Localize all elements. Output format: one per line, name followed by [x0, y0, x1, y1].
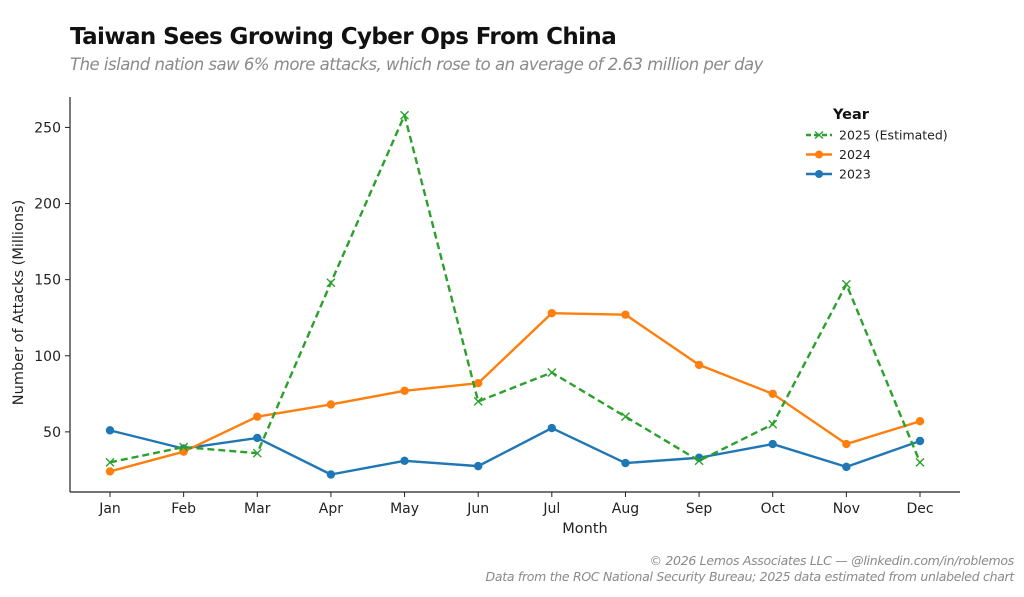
series-line [109, 114, 922, 464]
x-tick-label: Aug [612, 501, 639, 517]
data-point [547, 423, 557, 433]
legend-label: 2025 (Estimated) [839, 128, 948, 143]
legend: Year 2025 (Estimated) 2024 2023 [806, 107, 948, 182]
data-point [179, 442, 189, 452]
chart-title: Taiwan Sees Growing Cyber Ops From China [70, 24, 617, 50]
y-tick-label: 150 [34, 273, 61, 289]
data-point [400, 456, 409, 465]
chart-subtitle: The island nation saw 6% more attacks, w… [70, 55, 763, 74]
data-point [105, 467, 115, 476]
y-tick-label: 100 [34, 349, 61, 365]
series-line [109, 426, 921, 476]
data-point [694, 360, 704, 370]
series-2024 [105, 308, 925, 476]
data-point [915, 417, 925, 426]
legend-title: Year [832, 107, 870, 123]
data-point [252, 448, 262, 458]
x-tick-label: Oct [761, 501, 786, 517]
data-point [915, 457, 925, 467]
axes: 50 100 150 200 250 Jan Feb Mar Apr May Jun Jul Aug Se… [11, 97, 960, 537]
series-layer [105, 110, 925, 479]
legend-item: 2025 (Estimated) [806, 128, 948, 143]
y-tick-label: 200 [34, 197, 61, 213]
x-tick-label: Jan [98, 501, 121, 517]
data-point [841, 279, 851, 289]
series-2023 [105, 423, 925, 479]
series-2025-estimated- [105, 110, 925, 467]
data-point [621, 458, 630, 468]
x-tick-label: May [390, 501, 419, 517]
data-point [326, 470, 336, 479]
data-point [400, 110, 410, 120]
data-point [842, 439, 851, 449]
data-point [768, 419, 778, 429]
data-point [768, 439, 777, 449]
data-point [842, 462, 851, 472]
y-axis-title: Number of Attacks (Millions) [11, 200, 27, 405]
data-point [768, 389, 777, 399]
x-tick-label: Apr [319, 501, 343, 517]
x-tick-label: Jun [466, 501, 489, 517]
legend-x-marker-icon [814, 130, 824, 140]
x-tick-label: Jul [542, 501, 560, 517]
data-point [620, 412, 630, 422]
legend-label: 2023 [839, 167, 871, 182]
x-axis-title: Month [562, 521, 607, 537]
y-tick-label: 50 [43, 425, 61, 441]
legend-circle-marker-icon [815, 170, 823, 178]
x-tick-label: Dec [906, 501, 933, 517]
x-tick-label: Nov [833, 501, 860, 517]
data-source-note: Data from the ROC National Security Bure… [485, 569, 1015, 584]
data-point [473, 378, 483, 388]
data-point [547, 368, 557, 378]
data-point [105, 457, 115, 467]
data-point [694, 456, 704, 466]
legend-circle-marker-icon [815, 150, 823, 159]
data-point [473, 461, 483, 471]
data-point [105, 426, 115, 435]
data-point [326, 400, 336, 409]
x-tick-label: Feb [171, 501, 196, 517]
x-tick-label: Sep [686, 501, 713, 517]
x-tick-label: Mar [244, 501, 271, 517]
y-tick-label: 250 [34, 120, 61, 136]
data-point [326, 278, 336, 288]
data-point [547, 308, 557, 318]
data-point [915, 436, 925, 446]
legend-item: 2023 [806, 167, 871, 182]
data-point [253, 433, 262, 443]
data-point [400, 386, 409, 395]
copyright-credit: © 2026 Lemos Associates LLC — @linkedin.… [649, 553, 1015, 568]
legend-label: 2024 [839, 147, 871, 162]
data-point [621, 310, 630, 319]
legend-item: 2024 [806, 147, 871, 162]
data-point [253, 412, 262, 421]
data-point [473, 396, 483, 406]
